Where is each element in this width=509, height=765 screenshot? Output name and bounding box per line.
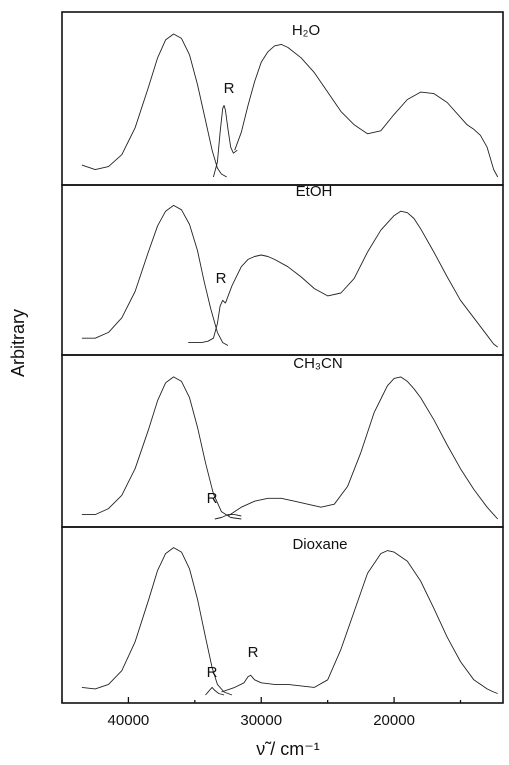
- annotation-label: R: [207, 490, 218, 507]
- x-tick-label: 30000: [240, 712, 282, 729]
- series-absorption: [81, 33, 227, 178]
- panel-label: CH₃CN: [293, 355, 342, 372]
- panel-frame: [61, 184, 504, 356]
- panel-frame: [61, 526, 504, 704]
- series-absorption: [81, 547, 233, 696]
- series-absorption: [81, 376, 242, 520]
- annotation-label: R: [216, 270, 227, 287]
- series-emission: [234, 43, 499, 178]
- x-tick-label: 40000: [108, 712, 150, 729]
- annotation-label: R: [248, 644, 259, 661]
- y-axis-label: Arbitrary: [8, 309, 28, 377]
- annotation-label: R: [224, 80, 235, 97]
- panel-2: EtOH R: [61, 183, 504, 356]
- x-axis-label: ν̃ / cm⁻¹: [256, 739, 320, 759]
- series-emission: [227, 376, 499, 520]
- series-emission: [224, 210, 498, 348]
- series-R: [214, 514, 242, 520]
- panel-label: Dioxane: [292, 536, 347, 553]
- series-emission: [221, 550, 498, 694]
- panel-1: H₂O R: [61, 11, 504, 186]
- panel-frame: [61, 11, 504, 186]
- x-tick-label: 20000: [373, 712, 415, 729]
- series-absorption: [81, 204, 229, 346]
- panel-3: CH₃CN R: [61, 354, 504, 528]
- series-R: [212, 105, 238, 178]
- panel-label: EtOH: [296, 183, 333, 200]
- panel-frame: [61, 354, 504, 528]
- series-R: [188, 299, 226, 344]
- series-R: [205, 686, 225, 696]
- panel-label: H₂O: [292, 22, 320, 39]
- annotation-label: R: [207, 664, 218, 681]
- panel-4: Dioxane R R: [61, 526, 504, 704]
